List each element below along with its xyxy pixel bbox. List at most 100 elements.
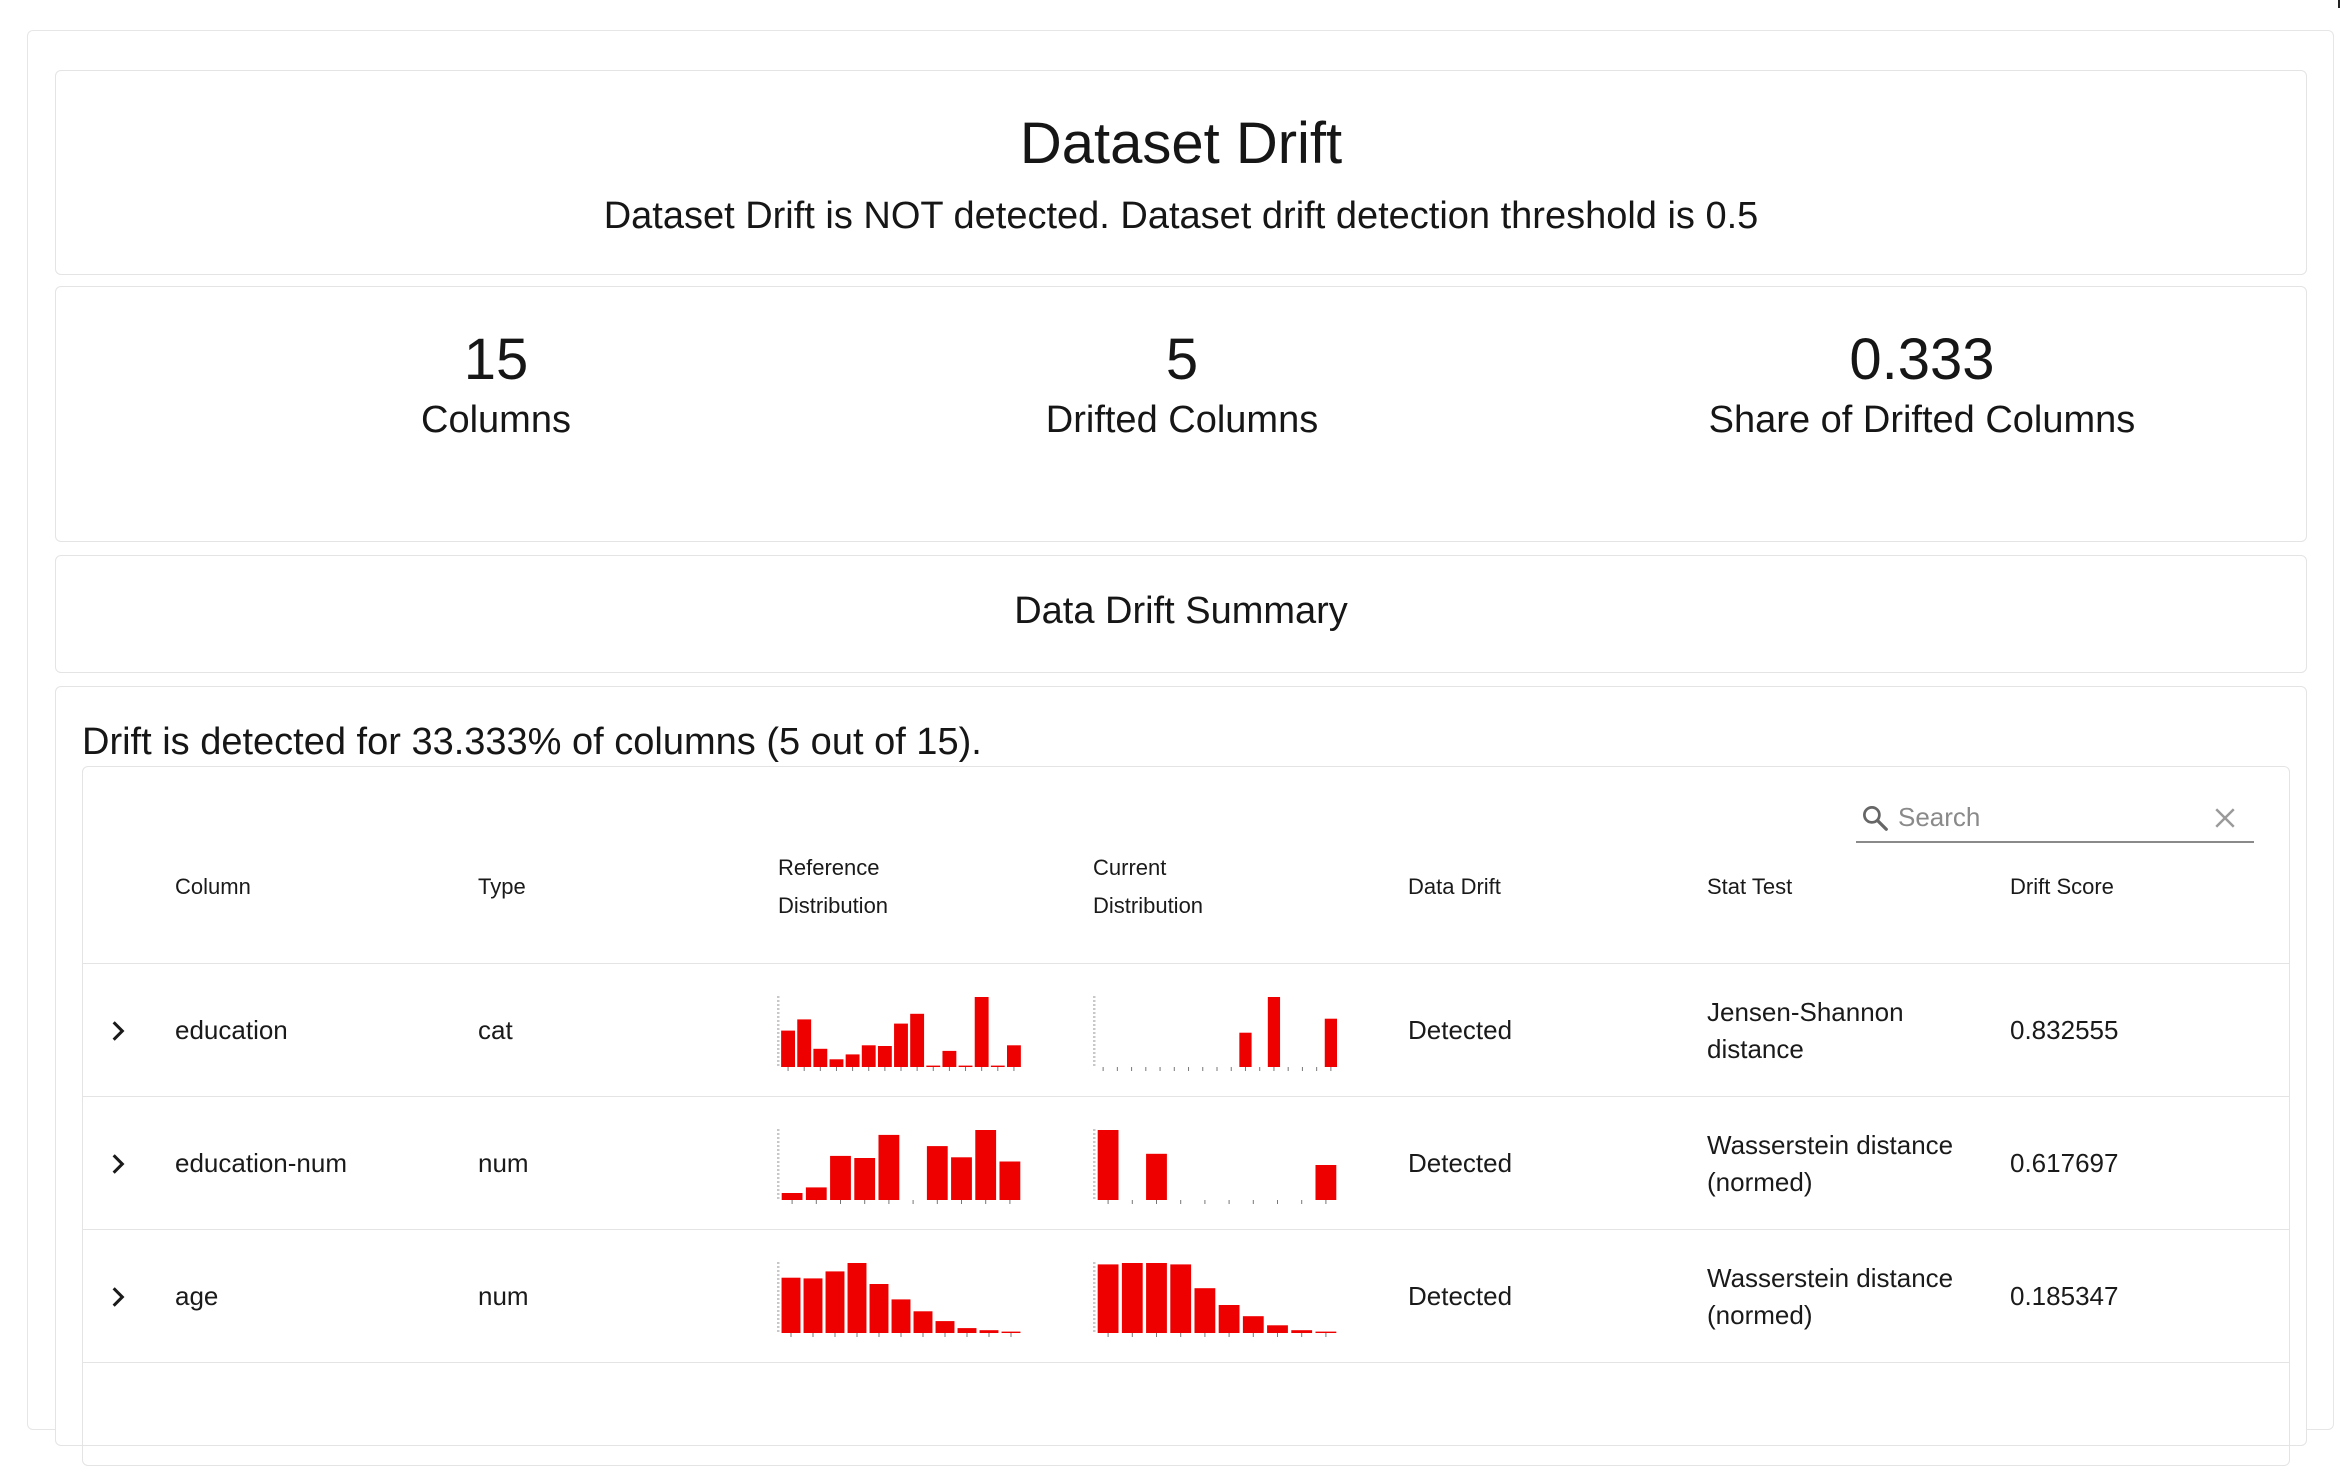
histogram-bar [854, 1158, 876, 1200]
header-current-line2: Distribution [1093, 893, 1204, 918]
histogram-bar [825, 1271, 845, 1333]
histogram-bar [951, 1157, 972, 1200]
header-stat-test[interactable]: Stat Test [1707, 874, 1793, 899]
histogram-bar [891, 1299, 911, 1333]
histogram-bar [910, 1013, 925, 1067]
counter-value: 0.333 [1849, 327, 1995, 392]
drift-table: Column Type Reference Distribution Curre… [82, 766, 2290, 1466]
histogram-bar [878, 1134, 900, 1200]
window-corner-mark [2338, 0, 2340, 8]
row-divider [83, 1229, 2289, 1230]
header-data-drift[interactable]: Data Drift [1408, 874, 1501, 899]
cell-drift-score: 0.185347 [2010, 1281, 2119, 1311]
histogram-bar [942, 1050, 957, 1067]
histogram-bar [861, 1045, 876, 1067]
cell-drift-score: 0.617697 [2010, 1148, 2119, 1178]
search-input[interactable] [1898, 797, 2198, 837]
histogram-bar [894, 1023, 908, 1067]
histogram-bar [1194, 1288, 1216, 1333]
stat-test-line1: Wasserstein distance [1707, 1263, 1954, 1293]
cell-type: num [478, 1148, 529, 1178]
histogram-bar [803, 1278, 823, 1333]
histogram-bar [1097, 1130, 1119, 1200]
histogram-bar [797, 1019, 812, 1067]
header-drift-score[interactable]: Drift Score [2010, 874, 2114, 899]
histogram-bar [781, 1277, 801, 1333]
histogram-bar [1170, 1264, 1192, 1333]
histogram-bar [974, 997, 989, 1067]
drift-table-caption: Drift is detected for 33.333% of columns… [82, 721, 982, 763]
histogram-bar [1242, 1316, 1264, 1333]
histogram-bar [1315, 1165, 1337, 1200]
header-column[interactable]: Column [175, 874, 251, 899]
histogram-bar [847, 1263, 867, 1333]
header-current-line1: Current [1093, 855, 1167, 880]
histogram-bar [829, 1059, 844, 1067]
reference-histogram [777, 996, 1021, 1071]
histogram-bar [1097, 1264, 1119, 1333]
table-row[interactable]: age num Detected Wasserstein distance (n… [83, 1230, 2289, 1362]
cell-column: age [175, 1281, 219, 1311]
cell-stat-test: Wasserstein distance (normed) [1707, 1127, 1953, 1201]
header-divider [83, 963, 2289, 964]
chevron-right-icon[interactable] [105, 1284, 131, 1310]
header-reference-line1: Reference [778, 855, 880, 880]
histogram-bar [869, 1284, 889, 1333]
table-row[interactable]: education-num num Detected Wasserstein d… [83, 1097, 2289, 1229]
reference-histogram [777, 1129, 1021, 1204]
header-reference-line2: Distribution [778, 893, 889, 918]
dataset-drift-card: Dataset Drift Dataset Drift is NOT detec… [55, 70, 2307, 275]
cell-type: num [478, 1281, 529, 1311]
counter-value: 15 [463, 327, 529, 392]
histogram-bar [1007, 1045, 1021, 1067]
drift-table-card: Drift is detected for 33.333% of columns… [55, 686, 2307, 1466]
stat-test-line2: (normed) [1707, 1167, 1813, 1197]
histogram-bar [999, 1161, 1021, 1200]
histogram-bar [913, 1311, 933, 1333]
counter-share-drifted: 0.333 Share of Drifted Columns [1552, 325, 2292, 445]
cell-column: education-num [175, 1148, 347, 1178]
counter-columns: 15 Columns [126, 325, 866, 445]
stat-test-line1: Jensen-Shannon [1707, 997, 1904, 1027]
histogram-bar [1267, 1325, 1288, 1333]
histogram-bar [1146, 1153, 1167, 1200]
histogram-bar [1239, 1032, 1252, 1067]
dataset-drift-status: Dataset Drift is NOT detected. Dataset d… [603, 195, 1759, 237]
histogram-bar [1218, 1305, 1240, 1333]
stat-test-line2: distance [1707, 1034, 1804, 1064]
current-histogram [1093, 1262, 1337, 1337]
counter-label: Drifted Columns [1045, 399, 1319, 441]
histogram-bar [845, 1054, 860, 1067]
clear-search-icon[interactable] [2210, 803, 2240, 833]
histogram-bar [1146, 1263, 1167, 1333]
histogram-bar [1267, 997, 1281, 1067]
reference-histogram [777, 1262, 1021, 1337]
counter-label: Columns [421, 399, 571, 441]
histogram-bar [813, 1048, 828, 1067]
histogram-bar [830, 1155, 851, 1200]
histogram-bar [1315, 1331, 1337, 1333]
histogram-bar [957, 1328, 977, 1333]
counter-value: 5 [1165, 327, 1199, 392]
cell-stat-test: Wasserstein distance (normed) [1707, 1260, 1953, 1334]
cell-type: cat [478, 1015, 513, 1045]
histogram-bar [990, 1065, 1005, 1067]
table-row[interactable]: education cat Detected Jensen-Shannon di… [83, 964, 2289, 1096]
row-divider [83, 1096, 2289, 1097]
header-type[interactable]: Type [478, 874, 526, 899]
dataset-drift-title: Dataset Drift [1019, 111, 1343, 176]
histogram-bar [935, 1321, 955, 1333]
search-box[interactable] [1856, 797, 2254, 843]
data-drift-summary-card: Data Drift Summary [55, 555, 2307, 673]
header-reference-distribution: Reference Distribution [778, 849, 888, 925]
histogram-bar [1121, 1263, 1143, 1333]
chevron-right-icon[interactable] [105, 1151, 131, 1177]
counters-card: 15 Columns 5 Drifted Columns 0.333 Share… [55, 286, 2307, 542]
cell-data-drift: Detected [1408, 1148, 1513, 1178]
chevron-right-icon[interactable] [105, 1018, 131, 1044]
row-divider [83, 1362, 2289, 1363]
histogram-bar [926, 1065, 941, 1067]
data-drift-summary-title: Data Drift Summary [1014, 590, 1348, 632]
counter-label: Share of Drifted Columns [1708, 399, 2136, 441]
current-histogram [1093, 996, 1337, 1071]
